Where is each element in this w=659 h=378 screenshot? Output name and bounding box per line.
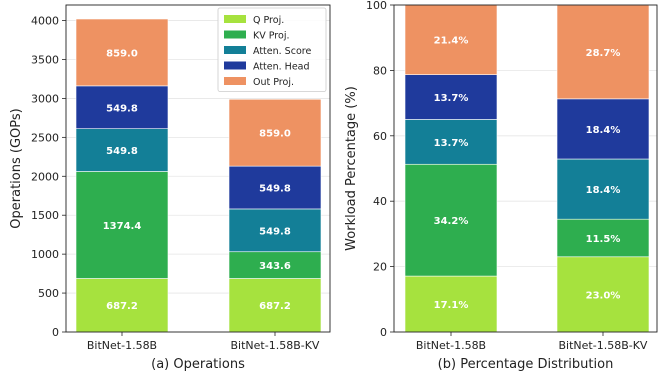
y-tick-label: 100 <box>366 0 387 12</box>
y-tick-label: 0 <box>52 326 59 339</box>
legend-label: Out Proj. <box>253 77 294 88</box>
data-label: 23.0% <box>586 290 621 301</box>
x-tick-label: BitNet-1.58B <box>87 339 157 352</box>
operations-chart: 0 500 1000 1500 2000 2500 3000 3500 4000 687.2 137… <box>9 4 331 372</box>
bar-segment-atten-head <box>228 165 322 210</box>
bar-segment-atten-score <box>228 208 322 253</box>
panel-caption: (b) Percentage Distribution <box>438 357 614 372</box>
y-tick-label: 60 <box>373 130 387 143</box>
data-label: 549.8 <box>259 184 291 195</box>
legend-swatch-out-proj <box>224 77 246 85</box>
y-tick-label: 2500 <box>31 131 59 144</box>
legend-box <box>217 7 327 92</box>
y-tick-label: 40 <box>373 195 387 208</box>
x-tick-label: BitNet-1.58B <box>416 339 486 352</box>
y-tick-label: 80 <box>373 64 387 77</box>
panel-caption: (a) Operations <box>151 357 245 372</box>
legend-label: Q Proj. <box>253 15 284 26</box>
legend-swatch-q-proj <box>224 15 246 23</box>
data-label: 859.0 <box>259 129 291 140</box>
bar-segment-kv-proj <box>228 251 322 279</box>
bar-segment-atten-score <box>556 158 650 220</box>
data-label: 18.4% <box>586 125 621 136</box>
data-label: 21.4% <box>434 36 469 47</box>
y-axis-label: Workload Percentage (%) <box>344 86 359 251</box>
y-axis-label: Operations (GOPs) <box>9 108 24 228</box>
y-tick-label: 2000 <box>31 170 59 183</box>
data-label: 859.0 <box>106 48 138 59</box>
axes-frame <box>393 4 658 333</box>
percentage-chart: 0 20 40 60 80 100 17.1% 34.2% 13.7% 13.7% 21.4% Bit… <box>344 0 658 372</box>
bar-segment-atten-score <box>404 119 498 165</box>
data-label: 549.8 <box>106 103 138 114</box>
x-tick-label: BitNet-1.58B-KV <box>559 339 648 352</box>
legend-label: Atten. Head <box>253 62 310 73</box>
bar-segment-atten-head <box>75 85 169 129</box>
data-label: 11.5% <box>586 234 621 245</box>
data-label: 343.6 <box>259 261 291 272</box>
bar-segment-kv-proj <box>404 163 498 277</box>
bar-segment-atten-head <box>404 74 498 120</box>
bar-segment-kv-proj <box>556 218 650 258</box>
y-tick-label: 1000 <box>31 248 59 261</box>
legend-swatch-kv-proj <box>224 30 246 39</box>
bar-segment-out-proj <box>404 4 498 75</box>
x-tick-label: BitNet-1.58B-KV <box>231 339 320 352</box>
data-label: 28.7% <box>586 48 621 59</box>
data-label: 13.7% <box>434 93 469 104</box>
data-label: 687.2 <box>259 301 291 312</box>
legend-swatch-atten-head <box>224 61 246 70</box>
bar-segment-out-proj <box>228 98 322 167</box>
y-tick-label: 20 <box>373 261 387 274</box>
data-label: 18.4% <box>586 185 621 196</box>
legend-swatch-atten-score <box>224 46 246 54</box>
y-tick-label: 3500 <box>31 54 59 67</box>
data-label: 34.2% <box>434 216 469 227</box>
bar-segment-q-proj <box>556 256 650 333</box>
data-label: 549.8 <box>259 226 291 237</box>
bar-segment-out-proj <box>75 18 169 87</box>
data-label: 687.2 <box>106 301 138 312</box>
y-tick-label: 1500 <box>31 209 59 222</box>
data-label: 17.1% <box>434 300 469 311</box>
y-tick-label: 4000 <box>31 15 59 28</box>
y-tick-label: 500 <box>38 287 59 300</box>
axes-frame <box>65 4 331 333</box>
data-label: 549.8 <box>106 146 138 157</box>
y-tick-label: 0 <box>380 326 387 339</box>
data-label: 13.7% <box>434 138 469 149</box>
legend-label: KV Proj. <box>253 31 289 42</box>
bar-segment-kv-proj <box>75 171 169 279</box>
y-tick-label: 3000 <box>31 92 59 105</box>
legend-label: Atten. Score <box>253 46 311 57</box>
legend: Q Proj. KV Proj. Atten. Score Atten. Head Ou… <box>217 7 327 92</box>
data-label: 1374.4 <box>103 221 142 232</box>
